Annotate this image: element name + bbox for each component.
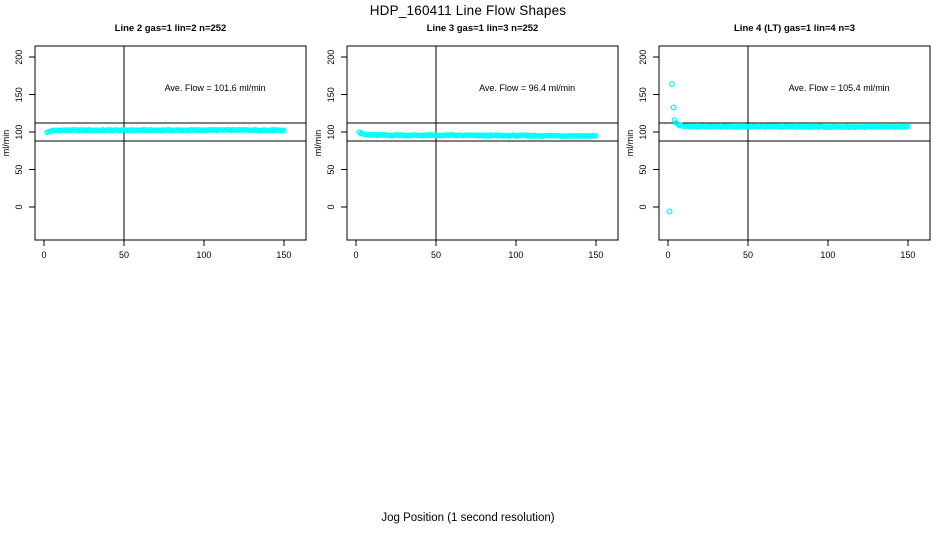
- x-tick-label: 150: [900, 250, 915, 260]
- y-tick-label: 200: [14, 50, 24, 65]
- panel-line2-chart: 0 50 100 150 200 ml/min 0 50 100 150 Ave. Flow = 1…: [1, 23, 307, 260]
- y-tick-label: 50: [326, 165, 336, 175]
- x-tick-label: 100: [508, 250, 523, 260]
- figure-x-label: Jog Position (1 second resolution): [381, 512, 555, 524]
- y-tick-label: 200: [638, 50, 648, 65]
- y-tick-label: 150: [326, 87, 336, 102]
- panel-title: Line 3 gas=1 lin=3 n=252: [427, 23, 539, 34]
- panel-row: 0 50 100 150 200 ml/min 0 50 100 150 Ave. Flow = 1…: [0, 14, 936, 270]
- outlier-point: [669, 81, 675, 88]
- y-axis-label: ml/min: [1, 130, 11, 157]
- data-points: [666, 81, 911, 215]
- x-tick-label: 0: [353, 250, 358, 260]
- x-tick-label: 50: [431, 250, 441, 260]
- ave-flow-annotation: Ave. Flow = 96.4 ml/min: [479, 83, 575, 93]
- reference-lines: [35, 46, 306, 240]
- y-tick-label: 100: [326, 125, 336, 140]
- panel-line3-chart: 0 50 100 150 200 ml/min 0 50 100 150 Ave. Flow = 9…: [313, 23, 619, 260]
- y-tick-label: 50: [638, 165, 648, 175]
- ave-flow-annotation: Ave. Flow = 105.4 ml/min: [789, 83, 890, 93]
- x-axis: 0 50 100 150: [41, 240, 291, 260]
- x-axis: 0 50 100 150: [665, 240, 915, 260]
- ave-flow-annotation: Ave. Flow = 101.6 ml/min: [165, 83, 266, 93]
- outlier-point: [666, 208, 673, 215]
- y-axis: 0 50 100 150 200 ml/min: [625, 50, 659, 210]
- x-tick-label: 150: [588, 250, 603, 260]
- reference-lines: [347, 46, 618, 240]
- y-tick-label: 100: [14, 125, 24, 140]
- data-points: [356, 129, 599, 140]
- y-tick-label: 0: [638, 205, 648, 210]
- data-points: [44, 126, 287, 136]
- x-tick-label: 150: [276, 250, 291, 260]
- y-tick-label: 150: [638, 87, 648, 102]
- x-tick-label: 0: [665, 250, 670, 260]
- panel-title: Line 2 gas=1 lin=2 n=252: [115, 23, 227, 34]
- y-tick-label: 200: [326, 50, 336, 65]
- y-axis-label: ml/min: [313, 130, 323, 157]
- y-axis: 0 50 100 150 200 ml/min: [313, 50, 347, 210]
- y-tick-label: 50: [14, 165, 24, 175]
- y-tick-label: 150: [14, 87, 24, 102]
- y-tick-label: 0: [14, 205, 24, 210]
- x-tick-label: 100: [196, 250, 211, 260]
- reference-lines: [659, 46, 930, 240]
- outlier-point: [670, 104, 677, 111]
- plot-box: [658, 45, 931, 241]
- y-axis: 0 50 100 150 200 ml/min: [1, 50, 35, 210]
- x-axis: 0 50 100 150: [353, 240, 603, 260]
- panel-title: Line 4 (LT) gas=1 lin=4 n=3: [734, 23, 855, 34]
- y-tick-label: 100: [638, 125, 648, 140]
- x-tick-label: 100: [820, 250, 835, 260]
- figure-title: HDP_160411 Line Flow Shapes: [369, 3, 567, 18]
- panel-line4-chart: 0 50 100 150 200 ml/min 0 50 100 150 Ave. Flow = 1…: [625, 23, 931, 260]
- y-tick-label: 0: [326, 205, 336, 210]
- x-tick-label: 0: [41, 250, 46, 260]
- x-tick-label: 50: [119, 250, 129, 260]
- y-axis-label: ml/min: [625, 130, 635, 157]
- plot-box: [346, 45, 619, 241]
- plot-box: [34, 45, 307, 241]
- x-tick-label: 50: [743, 250, 753, 260]
